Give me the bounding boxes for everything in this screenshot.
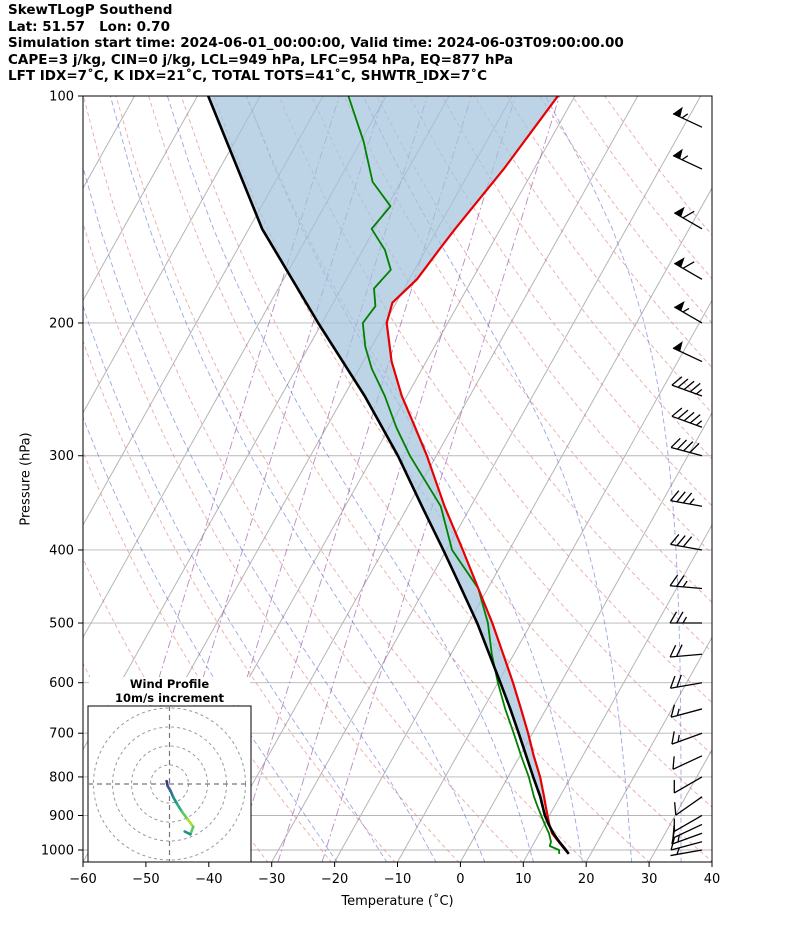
y-tick-label: 500 bbox=[49, 617, 74, 632]
x-tick-label: −60 bbox=[69, 872, 96, 887]
y-tick-label: 800 bbox=[49, 770, 74, 785]
x-tick-label: 10 bbox=[515, 872, 532, 887]
dry-adiabat-lines bbox=[83, 96, 712, 862]
wind-barb bbox=[672, 106, 703, 128]
hodograph-title-line2: 10m/s increment bbox=[89, 691, 250, 705]
x-tick-label: 20 bbox=[578, 872, 595, 887]
x-tick-label: 0 bbox=[456, 872, 464, 887]
wind-barb bbox=[674, 796, 703, 816]
y-tick-label: 200 bbox=[49, 316, 74, 331]
y-tick-label: 700 bbox=[49, 727, 74, 742]
wind-barb bbox=[669, 574, 703, 590]
cape-shading bbox=[208, 96, 558, 807]
wind-barb bbox=[671, 731, 703, 745]
wind-barb bbox=[673, 814, 703, 833]
wind-barb bbox=[669, 534, 703, 551]
wind-barb bbox=[669, 490, 703, 507]
profile-curves bbox=[206, 96, 570, 855]
hodograph-segment bbox=[180, 810, 189, 821]
wind-barb bbox=[672, 755, 703, 770]
hodograph-segment bbox=[186, 817, 195, 829]
wind-barb bbox=[670, 704, 703, 718]
x-tick-label: −40 bbox=[195, 872, 222, 887]
hodograph-segment bbox=[183, 830, 192, 836]
y-tick-label: 600 bbox=[49, 676, 74, 691]
wind-barb bbox=[669, 611, 702, 624]
wind-barbs bbox=[669, 106, 703, 857]
wind-barb bbox=[672, 341, 703, 363]
wind-barb bbox=[671, 376, 703, 397]
axes: −60 −50 −40 −30 −20 −10 0 10 20 30 40 100 200 300 400 5… bbox=[41, 90, 720, 888]
wind-barb bbox=[670, 847, 703, 857]
wind-barb bbox=[673, 257, 703, 280]
wind-barb bbox=[673, 206, 703, 230]
wind-barb bbox=[669, 674, 703, 689]
hodograph-content bbox=[88, 706, 251, 862]
moist-adiabat-lines bbox=[83, 96, 682, 862]
time-line: Simulation start time: 2024-06-01_00:00:… bbox=[8, 35, 624, 52]
parcel-curve bbox=[206, 96, 570, 855]
y-tick-label: 300 bbox=[49, 449, 74, 464]
y-tick-label: 1000 bbox=[41, 844, 74, 859]
x-tick-label: −10 bbox=[384, 872, 411, 887]
temperature-curve bbox=[385, 96, 570, 855]
header: SkewTLogP Southend Lat: 51.57 Lon: 0.70 … bbox=[8, 2, 624, 85]
page-title: SkewTLogP Southend bbox=[8, 2, 173, 18]
indices-line-2: LFT IDX=7˚C, K IDX=21˚C, TOTAL TOTS=41˚C… bbox=[8, 68, 488, 85]
wind-barb bbox=[669, 644, 703, 658]
x-tick-label: −30 bbox=[258, 872, 285, 887]
wind-barb bbox=[672, 823, 703, 839]
wind-barb bbox=[671, 831, 703, 845]
dewpoint-curve bbox=[347, 96, 561, 854]
indices-line-1: CAPE=3 j/kg, CIN=0 j/kg, LCL=949 hPa, LF… bbox=[8, 51, 514, 68]
wind-barb bbox=[672, 148, 703, 170]
hodograph-segment bbox=[189, 825, 195, 836]
x-tick-label: 30 bbox=[641, 872, 658, 887]
x-tick-label: −20 bbox=[321, 872, 348, 887]
x-tick-label: 40 bbox=[704, 872, 721, 887]
wind-barb bbox=[673, 776, 703, 794]
shaded-area bbox=[208, 96, 558, 807]
y-tick-label: 400 bbox=[49, 543, 74, 558]
x-tick-label: −50 bbox=[132, 872, 159, 887]
y-axis-title: Pressure (hPa) bbox=[18, 432, 34, 526]
coordinates-line: Lat: 51.57 Lon: 0.70 bbox=[8, 18, 170, 35]
wind-barb bbox=[671, 407, 703, 428]
y-tick-label: 900 bbox=[49, 809, 74, 824]
wind-barb bbox=[670, 437, 703, 457]
wind-barb bbox=[670, 837, 703, 851]
x-axis-title: Temperature (˚C) bbox=[341, 894, 454, 909]
hodograph-inset bbox=[87, 705, 252, 863]
wind-barb bbox=[673, 301, 703, 324]
y-tick-label: 100 bbox=[49, 90, 74, 105]
hodograph-segment bbox=[175, 802, 184, 813]
hodograph-title-line1: Wind Profile bbox=[89, 677, 250, 691]
